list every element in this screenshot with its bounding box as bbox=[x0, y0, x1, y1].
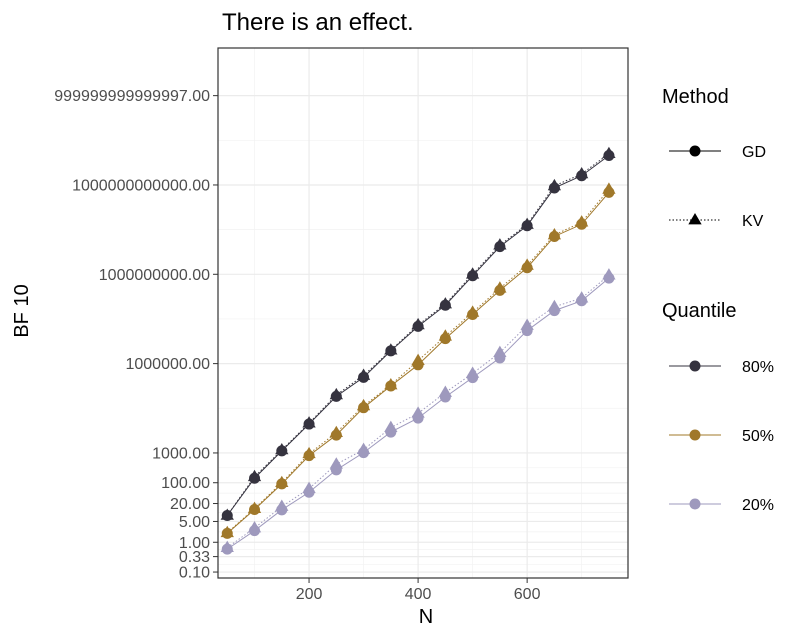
legend-method-kv: KV bbox=[669, 213, 764, 230]
series-line bbox=[226, 274, 610, 549]
data-point-circle bbox=[521, 262, 533, 274]
data-point-circle bbox=[276, 504, 288, 516]
data-point-circle bbox=[548, 230, 560, 242]
legend-label: GD bbox=[742, 144, 766, 161]
legend-label: 20% bbox=[742, 497, 774, 514]
data-point-circle bbox=[221, 527, 233, 539]
data-point-circle bbox=[521, 220, 533, 232]
data-point-circle bbox=[603, 272, 615, 284]
data-point-circle bbox=[249, 504, 261, 516]
data-point-circle bbox=[249, 472, 261, 484]
data-point-circle bbox=[221, 543, 233, 555]
y-tick-label: 0.33 bbox=[179, 549, 210, 566]
data-point-circle bbox=[330, 429, 342, 441]
legend-title-quantile: Quantile bbox=[662, 300, 737, 322]
data-point-circle bbox=[576, 218, 588, 230]
legend-quantile-items: 80% 50% 20% bbox=[669, 359, 774, 514]
data-point-circle bbox=[439, 333, 451, 345]
data-point-circle bbox=[330, 390, 342, 402]
data-point-circle bbox=[439, 299, 451, 311]
y-axis-label: BF 10 bbox=[11, 284, 33, 337]
data-point-circle bbox=[603, 149, 615, 161]
x-tick-label: 200 bbox=[296, 586, 323, 603]
data-point-circle bbox=[385, 426, 397, 438]
legend-quantile-80pct: 80% bbox=[669, 359, 774, 376]
panel-background bbox=[218, 48, 628, 578]
data-point-circle bbox=[276, 478, 288, 490]
data-point-circle bbox=[576, 170, 588, 182]
x-tick-label: 400 bbox=[405, 586, 432, 603]
y-tick-label: 999999999999997.00 bbox=[54, 88, 210, 105]
data-point-circle bbox=[412, 320, 424, 332]
y-tick-label: 1000000000000.00 bbox=[72, 177, 210, 194]
series-gd-20pct bbox=[221, 272, 615, 555]
data-point-circle bbox=[467, 308, 479, 320]
data-point-circle bbox=[412, 359, 424, 371]
data-point-circle bbox=[276, 445, 288, 457]
x-axis-label: N bbox=[419, 606, 433, 628]
y-tick-label: 0.10 bbox=[179, 565, 210, 582]
data-point-circle bbox=[548, 182, 560, 194]
y-tick-label: 5.00 bbox=[179, 514, 210, 531]
y-tick-label: 1.00 bbox=[179, 535, 210, 552]
data-point-circle bbox=[494, 241, 506, 253]
legend-label: 50% bbox=[742, 428, 774, 445]
panel-border bbox=[217, 47, 629, 579]
legend-circle bbox=[689, 145, 701, 157]
data-point-circle bbox=[494, 284, 506, 296]
legend-circle bbox=[689, 498, 701, 510]
data-point-circle bbox=[385, 380, 397, 392]
x-axis-ticks: 200 400 600 bbox=[296, 578, 541, 603]
data-point-circle bbox=[358, 371, 370, 383]
series-gd-50pct bbox=[221, 186, 615, 539]
data-point-circle bbox=[385, 345, 397, 357]
plot-panel bbox=[217, 47, 629, 579]
legend-quantile-20pct: 20% bbox=[669, 497, 774, 514]
data-point-circle bbox=[576, 295, 588, 307]
legend-label: 80% bbox=[742, 359, 774, 376]
data-point-circle bbox=[494, 352, 506, 364]
legend-title-method: Method bbox=[662, 86, 729, 108]
legend-circle bbox=[689, 429, 701, 441]
data-point-circle bbox=[439, 391, 451, 403]
series-gd-80pct bbox=[221, 149, 615, 521]
legend-quantile-50pct: 50% bbox=[669, 428, 774, 445]
legend: Method Quantile GD KV 80% 50% 20% bbox=[662, 86, 774, 514]
data-point-circle bbox=[221, 509, 233, 521]
legend-label: KV bbox=[742, 213, 764, 230]
data-point-circle bbox=[603, 186, 615, 198]
data-point-circle bbox=[548, 305, 560, 317]
x-tick-label: 600 bbox=[514, 586, 541, 603]
data-point-circle bbox=[303, 486, 315, 498]
y-tick-label: 20.00 bbox=[170, 496, 210, 513]
data-point-circle bbox=[303, 450, 315, 462]
legend-method-gd: GD bbox=[669, 144, 766, 161]
legend-triangle bbox=[688, 213, 702, 225]
y-tick-label: 1000.00 bbox=[152, 445, 210, 462]
data-point-circle bbox=[521, 325, 533, 337]
data-point-circle bbox=[249, 525, 261, 537]
data-point-circle bbox=[303, 418, 315, 430]
chart-title: There is an effect. bbox=[222, 9, 414, 36]
data-point-circle bbox=[467, 270, 479, 282]
y-tick-label: 1000000.00 bbox=[125, 356, 210, 373]
y-tick-label: 1000000000.00 bbox=[99, 267, 210, 284]
data-point-circle bbox=[330, 464, 342, 476]
legend-circle bbox=[689, 360, 701, 372]
data-point-circle bbox=[358, 402, 370, 414]
data-point-circle bbox=[358, 447, 370, 459]
y-tick-label: 100.00 bbox=[161, 475, 210, 492]
data-point-circle bbox=[467, 372, 479, 384]
legend-method-items: GD KV bbox=[669, 144, 766, 230]
data-point-circle bbox=[412, 412, 424, 424]
